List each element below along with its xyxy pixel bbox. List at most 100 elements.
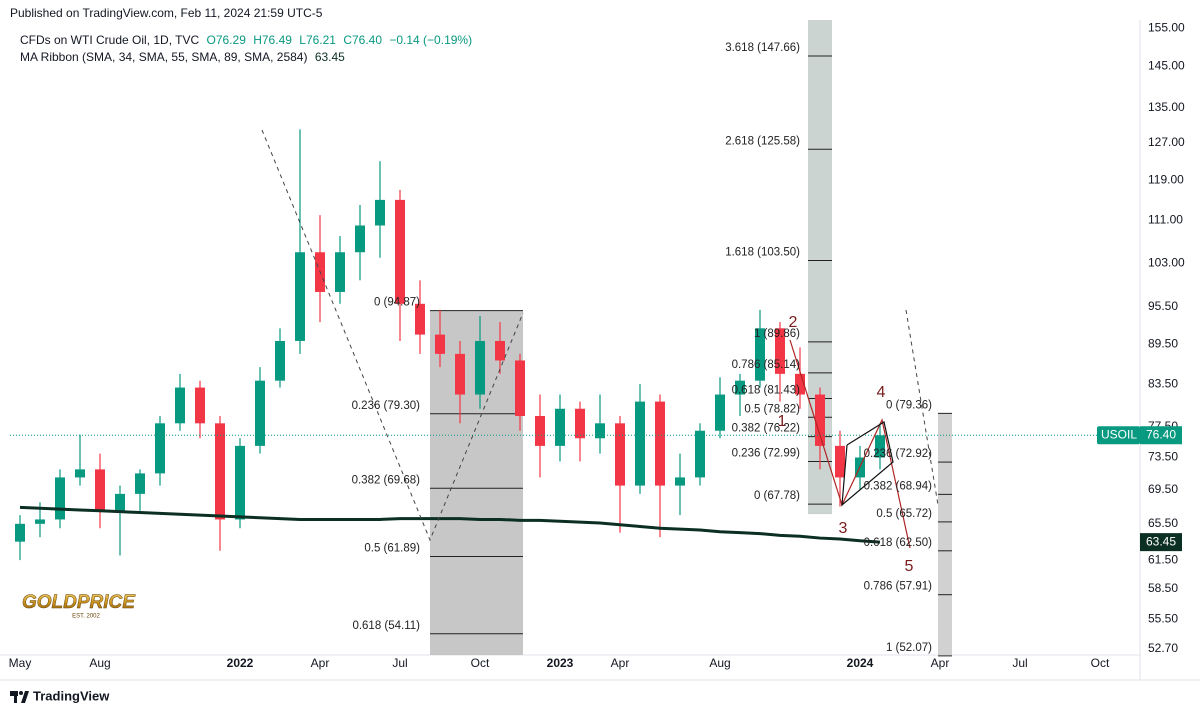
wedge xyxy=(841,421,894,507)
fib-zone xyxy=(938,413,952,655)
x-tick-label: Apr xyxy=(311,656,330,670)
legend-ma: MA Ribbon (SMA, 34, SMA, 55, SMA, 89, SM… xyxy=(20,50,345,64)
candle-body xyxy=(215,423,225,520)
symbol-name: CFDs on WTI Crude Oil, 1D, TVC xyxy=(20,33,199,47)
fib-label: 0.236 (72.92) xyxy=(864,448,933,460)
candle-body xyxy=(795,373,805,395)
legend-symbol: CFDs on WTI Crude Oil, 1D, TVC O76.29 H7… xyxy=(20,33,472,47)
y-tick-label: 83.50 xyxy=(1148,376,1178,390)
y-tick-label: 111.00 xyxy=(1148,212,1183,226)
candle-body xyxy=(75,469,85,478)
candle-body xyxy=(555,408,565,446)
fib-label: 0.618 (81.43) xyxy=(732,385,801,397)
candle-body xyxy=(775,328,785,374)
candle-body xyxy=(455,353,465,395)
y-tick-label: 135.00 xyxy=(1148,100,1185,114)
x-tick-label: Oct xyxy=(471,656,490,670)
price-tag-label: 76.40 xyxy=(1146,427,1176,441)
candle-body xyxy=(255,380,265,446)
candle-body xyxy=(515,360,525,416)
candle-body xyxy=(535,415,545,446)
dashed-path xyxy=(261,129,524,542)
candle-body xyxy=(295,252,305,341)
candle-body xyxy=(115,493,125,511)
x-tick-label: 2023 xyxy=(547,656,574,670)
fib-label: 0.236 (72.99) xyxy=(732,448,801,460)
fib-label: 3.618 (147.66) xyxy=(725,42,800,54)
y-tick-label: 127.00 xyxy=(1148,135,1185,149)
candle-body xyxy=(135,473,145,494)
candle-body xyxy=(395,199,405,304)
fib-label: 2.618 (125.58) xyxy=(725,135,800,147)
ohlc-close: C76.40 xyxy=(343,33,382,47)
candle-body xyxy=(635,401,645,486)
y-tick-label: 119.00 xyxy=(1148,172,1184,186)
candle-body xyxy=(815,394,825,446)
wave-label: 3 xyxy=(839,520,848,537)
ma-name: MA Ribbon (SMA, 34, SMA, 55, SMA, 89, SM… xyxy=(20,50,307,64)
candle-body xyxy=(835,445,845,478)
candle-body xyxy=(195,387,205,424)
symbol-tag-label: USOIL xyxy=(1101,427,1137,441)
candle-body xyxy=(355,225,365,253)
wave-label: 4 xyxy=(877,384,886,401)
candle-body xyxy=(675,477,685,486)
candle-body xyxy=(755,328,765,381)
y-tick-label: 145.00 xyxy=(1148,59,1185,73)
y-tick-label: 95.50 xyxy=(1148,299,1178,313)
watermark-est: EST. 2002 xyxy=(72,614,100,620)
footer-brand: TradingView xyxy=(33,688,110,703)
candle-body xyxy=(695,430,705,478)
wave-label: 2 xyxy=(789,314,798,331)
ma-line xyxy=(19,505,881,544)
fib-label: 0 (94.87) xyxy=(374,297,420,309)
candle-body xyxy=(235,445,245,520)
y-tick-label: 103.00 xyxy=(1148,255,1185,269)
x-tick-label: Apr xyxy=(611,656,630,670)
x-tick-label: Oct xyxy=(1091,656,1110,670)
fib-label: 1 (52.07) xyxy=(886,642,932,654)
y-tick-label: 61.50 xyxy=(1148,552,1178,566)
candle-body xyxy=(495,340,505,361)
watermark-logo: GOLDPRICE xyxy=(22,592,136,613)
candle-body xyxy=(15,523,25,542)
ohlc-high: H76.49 xyxy=(253,33,292,47)
candle-body xyxy=(155,423,165,474)
y-tick-label: 65.50 xyxy=(1148,516,1178,530)
fib-label: 0.618 (54.11) xyxy=(352,620,420,632)
wave-label: 5 xyxy=(905,558,914,575)
candle-body xyxy=(735,380,745,395)
fib-label: 1.618 (103.50) xyxy=(725,247,800,259)
wave-label: 1 xyxy=(778,413,787,430)
y-tick-label: 69.50 xyxy=(1148,482,1178,496)
candle-body xyxy=(875,435,885,458)
y-tick-label: 155.00 xyxy=(1148,20,1185,34)
candle-body xyxy=(375,199,385,226)
candle-body xyxy=(435,334,445,354)
x-tick-label: 2024 xyxy=(847,656,874,670)
published-note: Published on TradingView.com, Feb 11, 20… xyxy=(10,6,323,20)
candle-body xyxy=(415,303,425,335)
candle-body xyxy=(175,387,185,424)
price-tag xyxy=(1140,426,1182,445)
fib-label: 0.5 (61.89) xyxy=(364,542,420,554)
dashed-path xyxy=(905,309,939,506)
y-tick-label: 55.50 xyxy=(1148,611,1178,625)
x-tick-label: 2022 xyxy=(227,656,254,670)
candle-body xyxy=(335,252,345,292)
fib-label: 0.382 (69.68) xyxy=(352,474,421,486)
x-tick-label: Aug xyxy=(709,656,730,670)
fib-label: 0 (67.78) xyxy=(754,490,800,502)
candle-body xyxy=(275,340,285,381)
candle-body xyxy=(655,401,665,486)
fib-label: 0.382 (76.22) xyxy=(732,423,801,435)
fib-label: 0.236 (79.30) xyxy=(352,400,421,412)
candle-body xyxy=(575,408,585,439)
x-tick-label: Aug xyxy=(89,656,110,670)
x-tick-label: Apr xyxy=(931,656,950,670)
ohlc-low: L76.21 xyxy=(299,33,336,47)
x-tick-label: Jul xyxy=(392,656,407,670)
y-tick-label: 73.50 xyxy=(1148,450,1178,464)
